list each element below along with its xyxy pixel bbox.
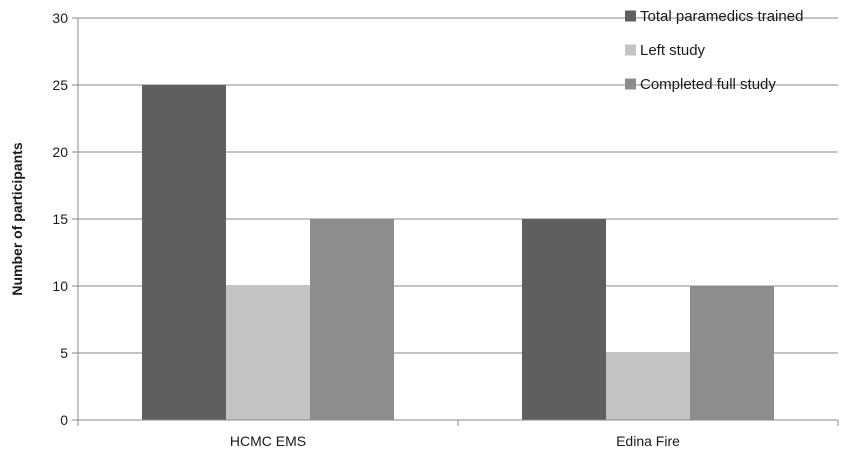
bar-left-study-edina-fire: [606, 353, 690, 420]
y-axis-label: Number of participants: [9, 142, 25, 295]
bars: [142, 85, 774, 420]
y-tick-label: 10: [52, 278, 68, 294]
legend-label: Completed full study: [640, 76, 776, 93]
y-tick-label: 30: [52, 10, 68, 26]
y-tick-label: 15: [52, 211, 68, 227]
bar-left-study-hcmc-ems: [226, 286, 310, 420]
x-category-label: Edina Fire: [616, 433, 680, 449]
y-tick-labels: 0 5 10 15 20 25 30: [52, 10, 68, 428]
y-tick-label: 20: [52, 144, 68, 160]
bar-total-paramedics-trained-edina-fire: [522, 219, 606, 420]
y-tick-label: 0: [60, 412, 68, 428]
legend: Total paramedics trained Left study Comple…: [625, 8, 803, 93]
x-category-label: HCMC EMS: [230, 433, 306, 449]
axes: [72, 17, 839, 426]
y-tick-label: 5: [60, 345, 68, 361]
legend-label: Left study: [640, 42, 706, 59]
legend-swatch: [625, 44, 636, 56]
x-category-labels: HCMC EMS Edina Fire: [230, 433, 680, 449]
bar-completed-full-study-hcmc-ems: [310, 219, 394, 420]
legend-swatch: [625, 10, 636, 22]
bar-total-paramedics-trained-hcmc-ems: [142, 85, 226, 420]
legend-swatch: [625, 78, 636, 90]
y-tick-label: 25: [52, 77, 68, 93]
legend-label: Total paramedics trained: [640, 8, 803, 25]
bar-completed-full-study-edina-fire: [690, 286, 774, 420]
